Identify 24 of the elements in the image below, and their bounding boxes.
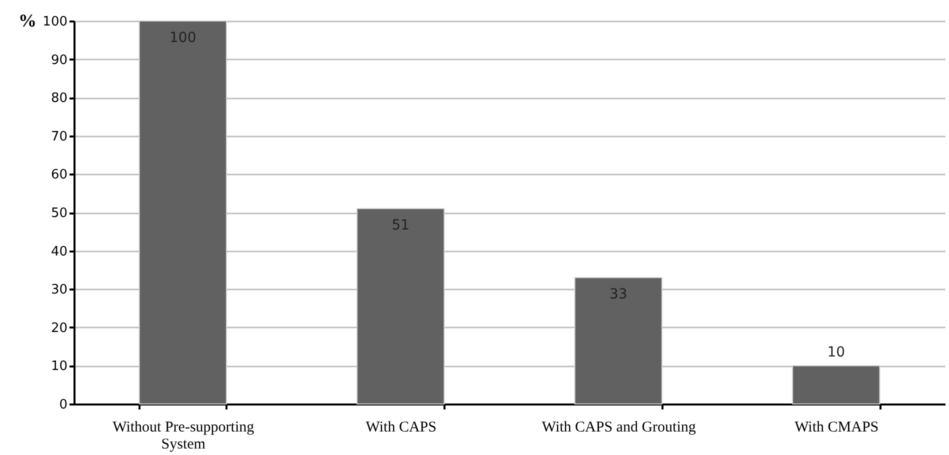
y-tick-label: 10 xyxy=(50,359,68,374)
data-label: 51 xyxy=(392,218,410,234)
y-tick-label: 60 xyxy=(50,168,68,183)
bar xyxy=(138,20,227,404)
y-tick-label: 80 xyxy=(50,91,68,106)
y-tick-label: 20 xyxy=(50,320,68,336)
x-tick-label: With CAPS xyxy=(366,420,436,436)
x-tick-label: Without Pre-supporting System xyxy=(112,420,255,452)
x-tick-label: With CAPS and Grouting xyxy=(542,420,696,436)
y-tick-label: 0 xyxy=(59,398,68,412)
y-tick-label: 70 xyxy=(50,129,68,144)
y-tick-label: 90 xyxy=(50,52,68,68)
data-label: 10 xyxy=(827,344,846,361)
bar xyxy=(792,365,880,404)
y-tick-label: 40 xyxy=(50,244,68,260)
y-tick-label: 50 xyxy=(50,206,68,221)
data-label: 33 xyxy=(609,286,628,303)
x-tick-label: With CMAPS xyxy=(794,420,879,436)
bar xyxy=(574,277,662,404)
y-tick-label: 100 xyxy=(42,14,68,30)
bar xyxy=(356,208,445,404)
y-axis-title: % xyxy=(18,10,36,30)
data-label: 100 xyxy=(170,30,196,46)
y-tick-label: 30 xyxy=(50,282,68,298)
